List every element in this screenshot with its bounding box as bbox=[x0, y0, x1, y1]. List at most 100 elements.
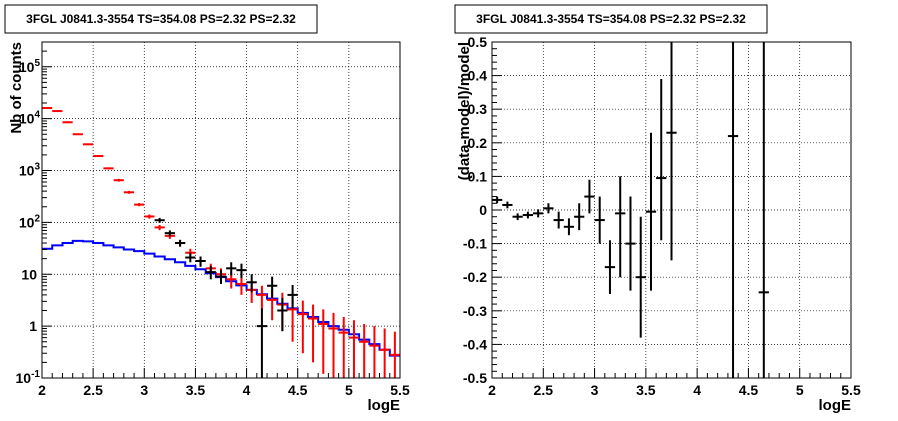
data-point bbox=[72, 133, 83, 136]
data-point bbox=[113, 178, 124, 182]
residual-ticks: 2 2.5 3 3.5 4 4.5 5 5.5 -0.5 -0.4 -0.3 -0.2 -0.1 0 0.1… bbox=[463, 34, 861, 398]
data-point bbox=[533, 209, 544, 218]
data-point bbox=[174, 239, 186, 247]
x-tick-label: 5.5 bbox=[390, 382, 410, 398]
data-point bbox=[727, 42, 739, 378]
x-tick-label: 2.5 bbox=[83, 382, 103, 398]
data-point bbox=[543, 203, 554, 214]
data-point bbox=[615, 176, 626, 278]
data-point bbox=[297, 300, 308, 354]
y-tick-label: -0.4 bbox=[463, 336, 487, 352]
y-tick-label: 105 bbox=[19, 58, 41, 75]
y-tick-label: -0.5 bbox=[463, 370, 487, 386]
data-point bbox=[625, 196, 636, 291]
data-point bbox=[123, 190, 135, 194]
x-tick-label: 2 bbox=[38, 382, 46, 398]
counts-series bbox=[42, 107, 400, 378]
data-point bbox=[277, 297, 288, 332]
y-tick-label: 0.2 bbox=[468, 135, 488, 151]
data-point bbox=[267, 276, 278, 298]
data-point bbox=[574, 203, 585, 231]
data-point bbox=[492, 196, 503, 204]
residual-xlabel: logE bbox=[819, 397, 852, 414]
x-tick-label: 5 bbox=[796, 382, 804, 398]
data-point bbox=[389, 331, 400, 378]
y-tick-label: 0.1 bbox=[468, 168, 488, 184]
x-tick-label: 3.5 bbox=[636, 382, 656, 398]
data-point bbox=[656, 78, 667, 241]
counts-title: 3FGL J0841.3-3554 TS=354.08 PS=2.32 PS=2… bbox=[26, 12, 296, 26]
counts-xlabel: logE bbox=[368, 397, 401, 414]
y-tick-label: 10 bbox=[21, 266, 37, 282]
data-point bbox=[82, 143, 94, 146]
data-point bbox=[52, 110, 63, 113]
counts-title-box bbox=[4, 4, 318, 34]
data-point bbox=[134, 203, 145, 207]
data-point bbox=[154, 225, 165, 231]
counts-ylabel: Nb of counts bbox=[8, 42, 25, 134]
data-point bbox=[93, 155, 104, 158]
data-point bbox=[144, 214, 155, 219]
data-point bbox=[348, 320, 360, 378]
data-point bbox=[62, 121, 73, 124]
x-tick-label: 2.5 bbox=[534, 382, 554, 398]
data-point bbox=[256, 308, 268, 378]
data-point bbox=[512, 213, 523, 221]
y-tick-label: 103 bbox=[19, 162, 41, 179]
model-step-line bbox=[42, 239, 400, 357]
data-point bbox=[236, 263, 247, 278]
data-point bbox=[103, 167, 114, 170]
counts-plot-frame bbox=[41, 41, 401, 379]
y-tick-label: 0.4 bbox=[468, 68, 488, 84]
residual-ylabel: (data-model)/model bbox=[456, 42, 473, 180]
x-tick-label: 4.5 bbox=[288, 382, 308, 398]
y-tick-label: 0 bbox=[479, 202, 487, 218]
data-point bbox=[522, 211, 534, 219]
data-point bbox=[328, 312, 339, 378]
data-point bbox=[369, 326, 380, 378]
data-point bbox=[553, 211, 564, 229]
data-point bbox=[318, 309, 329, 374]
y-tick-label: 0.3 bbox=[468, 101, 488, 117]
y-tick-label: -0.1 bbox=[463, 236, 487, 252]
data-point bbox=[205, 265, 216, 280]
data-point bbox=[604, 240, 616, 294]
data-point bbox=[287, 285, 298, 309]
data-point bbox=[635, 216, 646, 338]
y-tick-label: 102 bbox=[19, 213, 41, 230]
data-point bbox=[164, 230, 175, 237]
x-tick-label: 5 bbox=[345, 382, 353, 398]
residual-grid bbox=[492, 42, 851, 378]
x-tick-label: 3.5 bbox=[186, 382, 206, 398]
data-point bbox=[502, 201, 513, 209]
x-tick-label: 3 bbox=[591, 382, 599, 398]
data-point bbox=[256, 285, 268, 311]
data-point bbox=[666, 42, 677, 261]
y-tick-label: 0.5 bbox=[468, 34, 488, 50]
x-tick-label: 4 bbox=[693, 382, 701, 398]
data-point bbox=[307, 304, 319, 363]
residual-title-box bbox=[454, 4, 768, 34]
data-point bbox=[338, 316, 349, 378]
y-tick-label: -0.3 bbox=[463, 303, 487, 319]
residual-series bbox=[492, 42, 769, 378]
x-tick-label: 4.5 bbox=[739, 382, 759, 398]
data-point bbox=[246, 274, 257, 293]
data-point bbox=[236, 276, 247, 295]
x-tick-label: 2 bbox=[488, 382, 496, 398]
x-tick-label: 4 bbox=[243, 382, 251, 398]
counts-ticks: 2 2.5 3 3.5 4 4.5 5 5.5 10-1 1 10 102 103 104 105 bbox=[16, 41, 410, 398]
counts-panel: 3FGL J0841.3-3554 TS=354.08 PS=2.32 PS=2… bbox=[4, 4, 410, 414]
x-tick-label: 3 bbox=[140, 382, 148, 398]
data-point bbox=[154, 217, 165, 223]
y-tick-label: 104 bbox=[19, 110, 41, 127]
data-point bbox=[379, 328, 390, 378]
y-tick-label: -0.2 bbox=[463, 269, 487, 285]
data-point bbox=[594, 196, 605, 244]
data-point bbox=[226, 262, 237, 276]
residual-title: 3FGL J0841.3-3554 TS=354.08 PS=2.32 PS=2… bbox=[476, 12, 746, 26]
residual-panel: 3FGL J0841.3-3554 TS=354.08 PS=2.32 PS=2… bbox=[454, 4, 861, 414]
data-point bbox=[758, 42, 769, 378]
y-tick-label: 10-1 bbox=[16, 369, 41, 386]
